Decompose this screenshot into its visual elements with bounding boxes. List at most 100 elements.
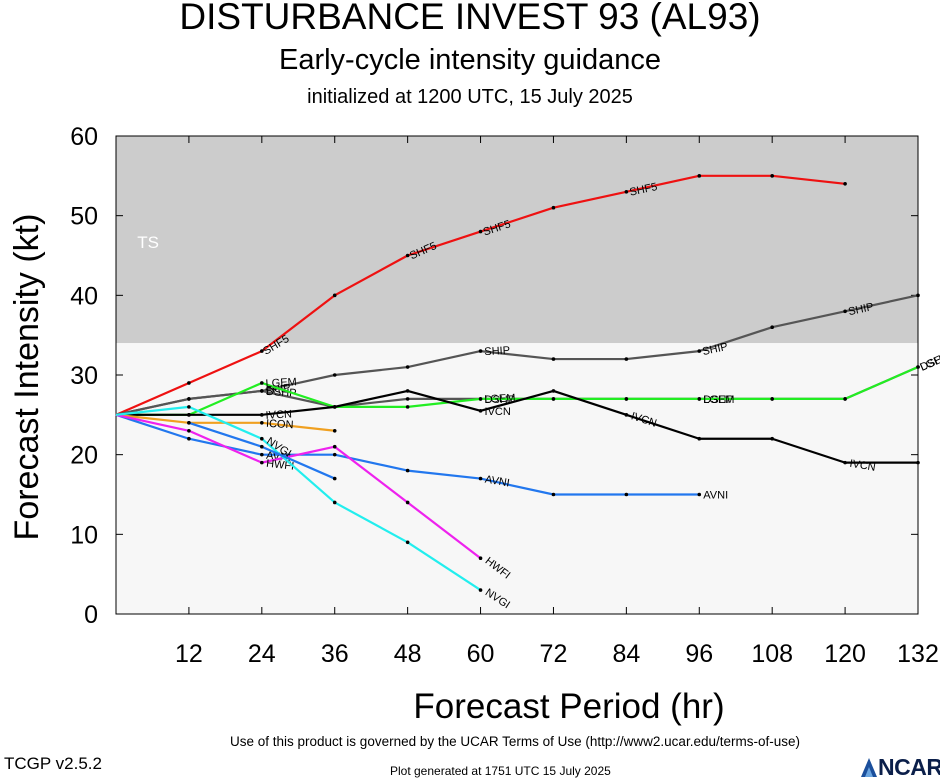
intensity-band [116, 136, 918, 344]
chart-title: DISTURBANCE INVEST 93 (AL93) [179, 0, 761, 37]
data-point [551, 492, 556, 497]
x-tick-label: 72 [540, 640, 568, 668]
data-point [187, 405, 191, 409]
x-tick-label: 12 [175, 640, 203, 668]
ncar-logo-text: NCAR [878, 754, 940, 780]
data-point [187, 397, 191, 401]
series-label: IVCN [265, 408, 292, 421]
data-point [405, 468, 410, 473]
series-label: SHIP [701, 341, 729, 358]
data-point [260, 389, 264, 393]
data-point [332, 444, 337, 449]
data-point [260, 460, 264, 465]
data-point [187, 381, 191, 385]
data-point [260, 349, 264, 353]
x-tick-label: 132 [897, 640, 939, 668]
y-tick-label: 20 [70, 442, 98, 470]
x-tick-label: 120 [824, 640, 866, 668]
data-point [187, 421, 191, 425]
series-line [115, 413, 482, 560]
x-tick-label: 36 [321, 640, 349, 668]
data-point [260, 421, 264, 425]
data-point [624, 189, 629, 194]
data-point [332, 373, 337, 377]
data-point [770, 436, 774, 441]
series-line [115, 405, 482, 592]
plot-generated-time: Plot generated at 1751 UTC 15 July 2025 [390, 764, 611, 778]
data-point [332, 405, 337, 409]
data-point [405, 365, 410, 369]
data-point [478, 349, 483, 353]
data-point [551, 357, 556, 361]
data-point [916, 293, 920, 298]
data-point [624, 357, 629, 361]
data-point [332, 476, 337, 481]
y-tick-label: 10 [70, 521, 98, 549]
data-point [405, 253, 410, 258]
data-point [916, 460, 920, 465]
data-point [478, 588, 483, 592]
terms-of-use-notice: Use of this product is governed by the U… [230, 734, 800, 749]
y-axis-label: Forecast Intensity (kt) [8, 214, 46, 541]
data-point [843, 397, 847, 401]
data-point [478, 409, 483, 413]
x-tick-label: 108 [751, 640, 793, 668]
series-label: LGEM [265, 376, 297, 390]
series-label: IVCN [849, 458, 877, 474]
ncar-logo: NCAR [858, 754, 940, 780]
x-axis-label: Forecast Period (hr) [413, 687, 724, 726]
y-tick-label: 50 [70, 203, 98, 231]
data-point [405, 540, 410, 545]
series-label: LGEM [918, 350, 940, 373]
series-label: LGEM [703, 394, 734, 406]
x-tick-label: 24 [248, 640, 276, 668]
data-point [405, 389, 410, 393]
ncar-logo-icon [861, 758, 877, 777]
data-point [843, 182, 847, 186]
data-point [551, 389, 556, 393]
x-tick-label: 60 [467, 640, 495, 668]
y-tick-label: 40 [70, 282, 98, 310]
data-point [697, 492, 702, 497]
data-point [697, 397, 702, 401]
series-label: AVNI [703, 490, 728, 502]
x-tick-label: 48 [394, 640, 422, 668]
series-label: SHIP [847, 301, 875, 318]
series-label: AVNI [484, 474, 510, 490]
series-line [116, 366, 919, 416]
data-point [843, 460, 847, 465]
version-label: TCGP v2.5.2 [4, 754, 102, 773]
data-point [697, 436, 702, 441]
data-point [187, 428, 191, 433]
x-tick-label: 96 [685, 640, 713, 668]
data-point [332, 452, 337, 457]
data-point [405, 500, 410, 505]
data-point [405, 405, 410, 409]
band-label: TS [137, 233, 159, 252]
data-point [624, 492, 629, 497]
data-point [697, 349, 702, 353]
data-point [332, 500, 337, 505]
data-point [478, 229, 483, 234]
chart-subtitle: Early-cycle intensity guidance [278, 44, 661, 76]
y-tick-label: 0 [84, 601, 98, 629]
data-point [478, 476, 483, 481]
data-point [260, 452, 264, 457]
data-point [332, 428, 337, 433]
data-point [916, 365, 920, 369]
data-point [843, 309, 847, 314]
data-point [697, 174, 702, 178]
data-point [551, 397, 556, 401]
series-label: SHF5 [628, 181, 658, 199]
series-unlabeled [187, 421, 337, 481]
data-point [770, 325, 774, 330]
series-label: DSHP [266, 386, 297, 400]
x-tick-label: 84 [612, 640, 640, 668]
data-point [260, 444, 264, 449]
data-point [187, 436, 191, 441]
series-line [116, 389, 918, 464]
y-tick-label: 30 [70, 362, 98, 390]
data-point [770, 397, 774, 401]
